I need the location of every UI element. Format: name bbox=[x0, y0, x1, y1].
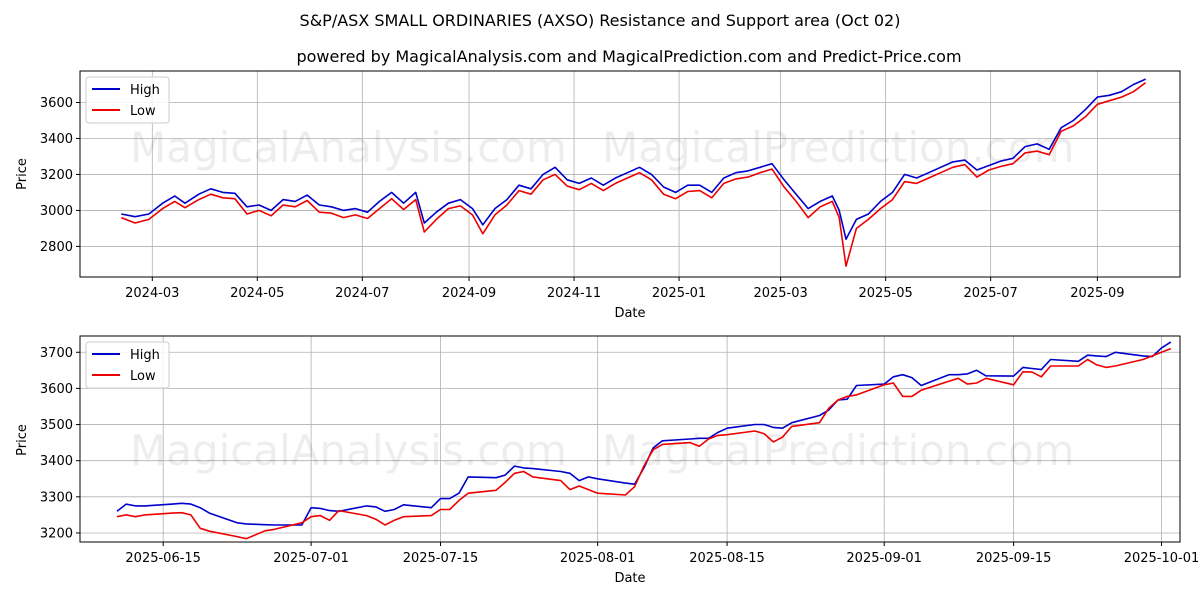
y-tick-label: 3300 bbox=[40, 490, 73, 505]
y-tick-label: 3700 bbox=[40, 346, 73, 361]
x-tick-label: 2025-09-01 bbox=[846, 551, 922, 566]
legend-high-label: High bbox=[130, 348, 160, 363]
series-bottom bbox=[116, 341, 1172, 540]
grid-top bbox=[80, 71, 1180, 277]
x-tick-label: 2024-11 bbox=[547, 286, 601, 301]
y-tick-label: 3400 bbox=[40, 454, 73, 469]
watermark-prediction: MagicalPrediction.com bbox=[602, 426, 1075, 475]
x-tick-label: 2025-09 bbox=[1070, 286, 1124, 301]
y-tick-label: 3000 bbox=[40, 204, 73, 219]
y-tick-label: 3200 bbox=[40, 526, 73, 541]
legend-low-label: Low bbox=[130, 369, 156, 384]
watermark-analysis: MagicalAnalysis.com bbox=[130, 426, 567, 475]
chart-subtitle: powered by MagicalAnalysis.com and Magic… bbox=[296, 47, 961, 66]
legend-bottom: High Low bbox=[85, 341, 170, 389]
plot-frame-bottom bbox=[79, 335, 1181, 543]
x-tick-label: 2025-06-15 bbox=[125, 551, 201, 566]
watermarks-bottom: MagicalAnalysis.com MagicalPrediction.co… bbox=[130, 426, 1075, 475]
bottom-chart-panel: MagicalAnalysis.com MagicalPrediction.co… bbox=[15, 335, 1199, 586]
x-tick-label: 2024-09 bbox=[442, 286, 496, 301]
x-tick-label: 2024-05 bbox=[230, 286, 284, 301]
plot-area-top bbox=[80, 71, 1180, 277]
y-tick-label: 2800 bbox=[40, 240, 73, 255]
grid-bottom bbox=[80, 336, 1180, 542]
x-tick-label: 2025-01 bbox=[652, 286, 706, 301]
x-ticks-bottom: 2025-06-15 2025-07-01 2025-07-15 2025-08-01… bbox=[125, 542, 1199, 566]
legend-low-label: Low bbox=[130, 104, 156, 119]
y-tick-label: 3600 bbox=[40, 382, 73, 397]
x-axis-label-top: Date bbox=[614, 306, 645, 321]
y-ticks-bottom: 3200 3300 3400 3500 3600 3700 bbox=[40, 346, 80, 541]
y-axis-label-bottom: Price bbox=[15, 424, 30, 456]
y-tick-label: 3500 bbox=[40, 418, 73, 433]
watermark-prediction: MagicalPrediction.com bbox=[602, 123, 1075, 172]
watermark-analysis: MagicalAnalysis.com bbox=[130, 123, 567, 172]
y-tick-label: 3200 bbox=[40, 168, 73, 183]
y-tick-label: 3600 bbox=[40, 96, 73, 111]
series-line-low bbox=[116, 347, 1172, 540]
x-tick-label: 2025-08-01 bbox=[560, 551, 636, 566]
x-tick-label: 2025-07-01 bbox=[273, 551, 349, 566]
y-tick-label: 3400 bbox=[40, 132, 73, 147]
y-ticks-top: 2800 3000 3200 3400 3600 bbox=[40, 96, 80, 255]
top-chart-panel: MagicalAnalysis.com MagicalPrediction.co… bbox=[15, 70, 1181, 321]
x-tick-label: 2024-03 bbox=[125, 286, 179, 301]
x-tick-label: 2025-03 bbox=[753, 286, 807, 301]
x-ticks-top: 2024-03 2024-05 2024-07 2024-09 2024-11 2025-… bbox=[125, 277, 1125, 301]
chart-title: S&P/ASX SMALL ORDINARIES (AXSO) Resistan… bbox=[300, 11, 901, 30]
x-tick-label: 2025-08-15 bbox=[689, 551, 765, 566]
y-axis-label-top: Price bbox=[15, 158, 30, 190]
watermarks-top: MagicalAnalysis.com MagicalPrediction.co… bbox=[130, 123, 1075, 172]
x-tick-label: 2025-07-15 bbox=[403, 551, 479, 566]
x-tick-label: 2025-05 bbox=[858, 286, 912, 301]
legend-top: High Low bbox=[85, 76, 170, 124]
x-tick-label: 2025-09-15 bbox=[976, 551, 1052, 566]
x-tick-label: 2025-10-01 bbox=[1124, 551, 1200, 566]
x-axis-label-bottom: Date bbox=[614, 571, 645, 586]
plot-area-bottom bbox=[80, 336, 1180, 542]
series-line-high bbox=[121, 78, 1146, 240]
x-tick-label: 2024-07 bbox=[335, 286, 389, 301]
legend-high-label: High bbox=[130, 83, 160, 98]
series-line-low bbox=[121, 82, 1147, 267]
series-top bbox=[121, 78, 1147, 267]
x-tick-label: 2025-07 bbox=[963, 286, 1017, 301]
